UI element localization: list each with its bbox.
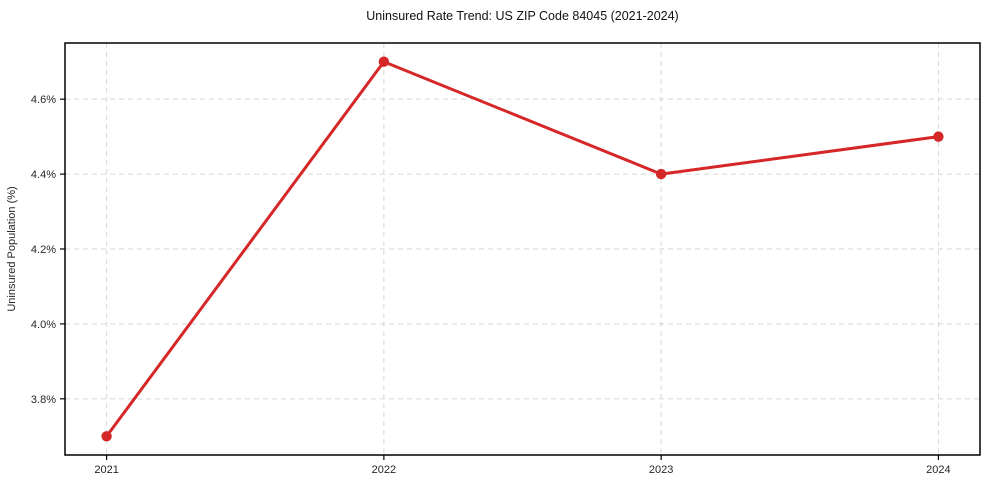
x-tick-label: 2021 [94,464,118,476]
y-tick-label: 4.0% [31,319,56,331]
trend-line [105,60,940,438]
data-point-2021 [101,431,112,442]
data-point-2022 [378,56,390,67]
chart-title: Uninsured Rate Trend: US ZIP Code 84045 … [366,9,678,23]
x-tick-label: 2022 [372,464,396,476]
y-tick-label: 4.2% [31,244,56,256]
data-point-2024 [933,131,944,142]
x-tick-label: 2024 [926,464,950,476]
x-tick-label: 2023 [649,464,673,476]
y-tick-label: 4.4% [31,169,56,181]
y-tick-label: 3.8% [31,394,56,406]
y-tick-label: 4.6% [31,94,56,106]
data-point-2023 [655,168,667,180]
y-axis-label: Uninsured Population (%) [6,186,18,311]
